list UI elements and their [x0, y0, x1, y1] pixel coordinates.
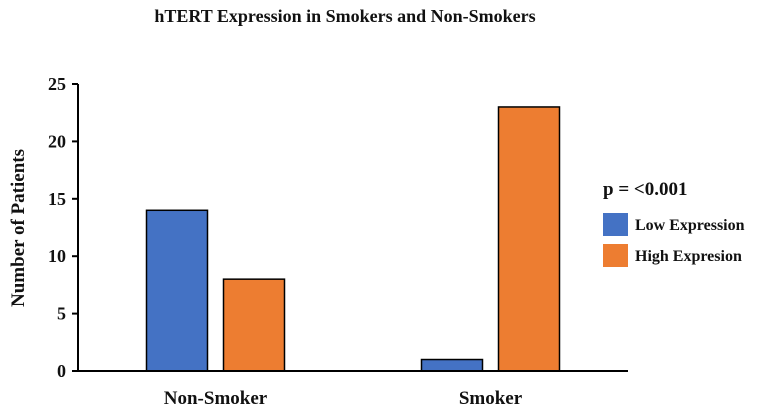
y-axis-ticks: 0 5 10 15 20 25 — [48, 74, 78, 381]
bar-low-expression-smoker — [420, 358, 484, 372]
x-axis-categories: Non-Smoker Smoker — [164, 388, 523, 409]
legend-swatch — [603, 213, 628, 236]
y-tick-label: 15 — [48, 189, 66, 209]
y-tick-label: 20 — [48, 131, 66, 151]
legend-label: High Expresion — [635, 248, 742, 265]
x-category-label: Non-Smoker — [164, 388, 268, 409]
y-tick-label: 10 — [48, 246, 66, 266]
bar-high-expresion-non-smoker — [222, 278, 286, 372]
y-tick-label: 5 — [57, 304, 66, 324]
chart-title: hTERT Expression in Smokers and Non-Smok… — [154, 6, 535, 26]
y-tick-label: 0 — [57, 361, 66, 381]
y-tick-label: 25 — [48, 74, 66, 94]
legend-label: Low Expression — [635, 217, 745, 234]
legend-swatch — [603, 244, 628, 267]
bar-low-expression-non-smoker — [145, 209, 209, 372]
p-value-annotation: p = <0.001 — [603, 179, 687, 200]
bar-high-expresion-smoker — [497, 106, 561, 372]
x-category-label: Smoker — [459, 388, 523, 409]
bars — [145, 106, 561, 372]
legend: Low Expression High Expresion — [603, 213, 745, 267]
y-axis-label: Number of Patients — [8, 149, 29, 307]
